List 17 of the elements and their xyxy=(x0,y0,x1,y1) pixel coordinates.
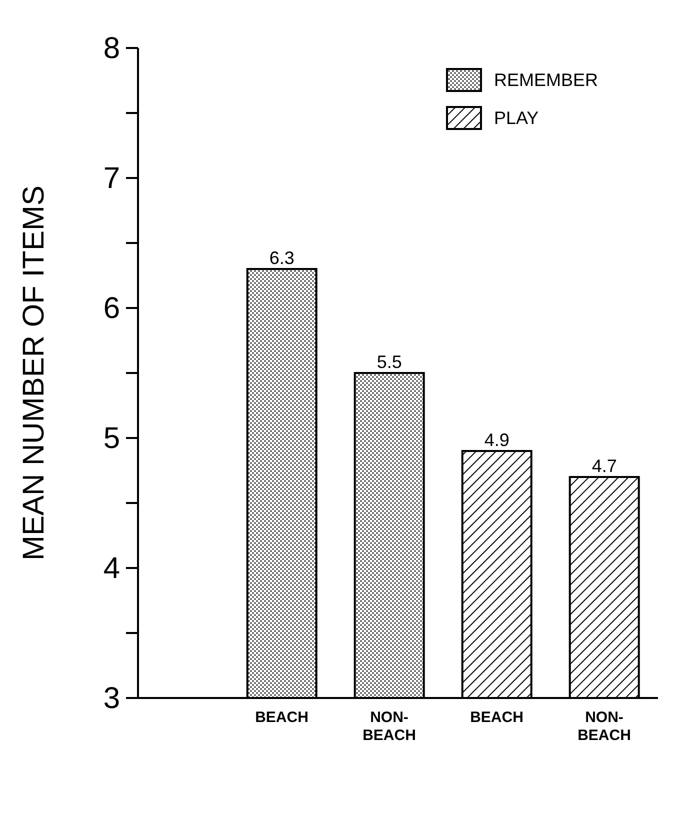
data-label: 4.9 xyxy=(484,430,510,450)
x-tick-label: BEACH xyxy=(470,709,524,726)
y-tick-label: 3 xyxy=(103,682,120,715)
data-label: 4.7 xyxy=(592,456,617,476)
data-label: 6.3 xyxy=(269,248,294,268)
data-label: 5.5 xyxy=(376,352,402,372)
y-axis-title: MEAN NUMBER OF ITEMS xyxy=(18,185,51,561)
x-tick-label: NON-BEACH xyxy=(578,709,631,744)
y-tick-label: 6 xyxy=(103,292,120,325)
x-tick-label: BEACH xyxy=(255,709,308,726)
x-tick-label: NON-BEACH xyxy=(362,709,416,744)
legend-label: REMEMBER xyxy=(494,70,598,90)
y-tick-label: 8 xyxy=(103,32,120,65)
y-tick-label: 4 xyxy=(103,552,120,585)
legend-label: PLAY xyxy=(494,108,539,128)
y-tick-label: 5 xyxy=(103,422,120,455)
y-tick-label: 7 xyxy=(103,162,120,195)
